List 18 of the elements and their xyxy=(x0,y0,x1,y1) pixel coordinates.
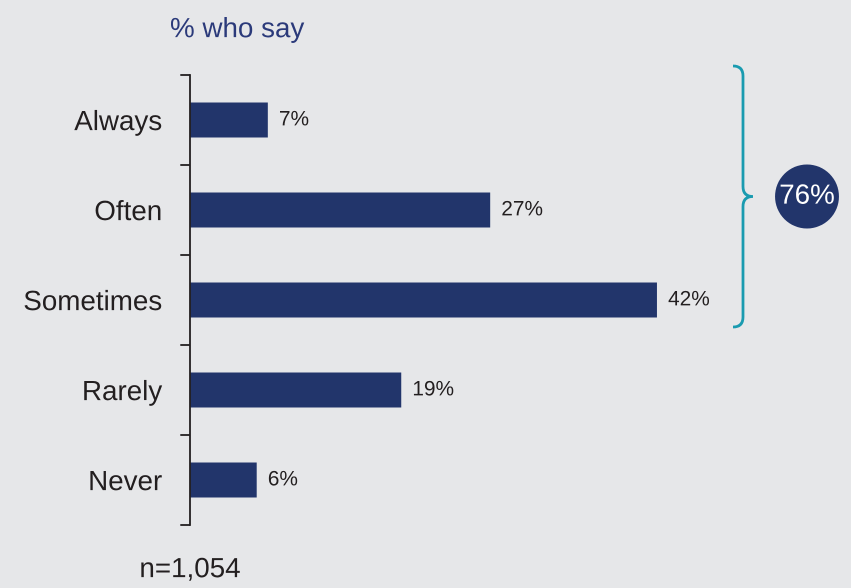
data-label: 6% xyxy=(268,470,298,486)
y-tick-label: Sometimes xyxy=(24,290,162,310)
data-label: 42% xyxy=(668,290,710,306)
text: n=1,054 xyxy=(141,558,240,581)
bar xyxy=(190,372,402,408)
bar xyxy=(190,282,657,318)
y-tick-label: Often xyxy=(96,200,160,220)
y-tick-label: Rarely xyxy=(84,380,162,406)
data-label: 7% xyxy=(280,110,308,126)
bar xyxy=(190,102,268,138)
bar xyxy=(190,192,490,228)
y-tick-label: Always xyxy=(74,110,162,136)
data-label: 19% xyxy=(414,380,454,396)
data-label: 27% xyxy=(502,200,542,216)
chart-title: % who say xyxy=(170,17,304,43)
bar xyxy=(190,462,257,498)
y-tick-label: Never xyxy=(90,470,162,490)
text: 76% xyxy=(780,184,834,204)
